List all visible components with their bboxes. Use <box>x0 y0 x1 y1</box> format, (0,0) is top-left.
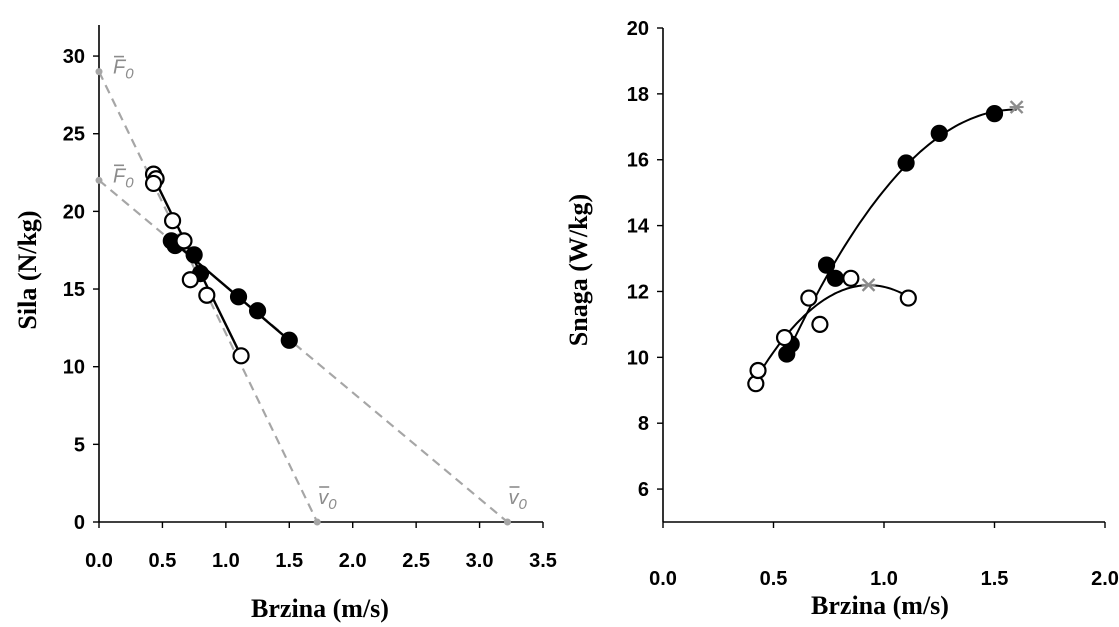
right-y-tick-label: 12 <box>627 281 649 303</box>
right-y-tick-label: 14 <box>627 216 650 238</box>
filled-data-point <box>229 288 248 306</box>
right-y-tick-label: 10 <box>627 347 649 369</box>
left-y-tick-label: 25 <box>63 124 85 146</box>
left-extrapolation-lines <box>95 68 511 526</box>
left-y-tick-label: 0 <box>74 512 85 534</box>
left-x-tick-label: 0.0 <box>85 550 113 572</box>
left-fit-lines <box>152 176 291 357</box>
right-ticks: 0.0 0.5 1.0 1.5 2.0 6 8 10 12 14 16 18 20 <box>627 18 1119 590</box>
open-data-point <box>775 328 794 347</box>
filled-data-point <box>817 256 836 274</box>
filled-data-point <box>248 302 267 320</box>
left-y-tick-label: 10 <box>63 357 85 379</box>
f0-label: F0 <box>113 165 134 191</box>
open-data-point <box>175 232 193 250</box>
left-annotations: F0 F0 v0 v0 <box>113 55 527 513</box>
left-y-tick-label: 5 <box>74 434 85 456</box>
open-data-point <box>232 347 250 365</box>
filled-data-point <box>897 154 915 172</box>
filled-data-point <box>985 105 1004 123</box>
v0-label: v0 <box>508 487 527 513</box>
left-ticks: 0.0 0.5 1.0 1.5 2.0 2.5 3.0 3.5 0 5 10 15 20 25 30 <box>63 46 557 572</box>
open-data-point <box>842 269 860 287</box>
right-y-tick-label: 16 <box>627 150 649 172</box>
f0-label: F0 <box>113 57 134 83</box>
right-y-tick-label: 8 <box>638 413 649 435</box>
v0-label: v0 <box>318 487 337 513</box>
left-x-tick-label: 0.5 <box>149 550 177 572</box>
extrapolation-line <box>98 71 319 523</box>
left-x-tick-label: 2.0 <box>339 550 367 572</box>
left-y-tick-label: 30 <box>63 46 85 68</box>
right-x-tick-label: 0.0 <box>649 568 677 590</box>
intercept-dot <box>95 68 103 76</box>
left-x-tick-label: 1.5 <box>275 550 303 572</box>
intercept-dot <box>95 176 103 184</box>
filled-data-point <box>930 124 948 142</box>
open-data-point <box>811 315 829 333</box>
filled-data-point <box>826 269 844 287</box>
right-peak-markers <box>861 100 1024 292</box>
right-x-tick-label: 2.0 <box>1091 568 1119 590</box>
intercept-dot <box>503 518 511 526</box>
intercept-dot <box>313 518 321 526</box>
right-x-axis-title: Brzina (m/s) <box>811 591 949 620</box>
extrapolation-line <box>98 179 509 523</box>
left-x-axis-title: Brzina (m/s) <box>251 594 389 623</box>
open-data-point <box>749 361 767 380</box>
open-data-point <box>144 174 163 193</box>
left-x-tick-label: 3.0 <box>466 550 494 572</box>
right-y-tick-label: 6 <box>638 479 649 501</box>
left-y-tick-label: 20 <box>63 201 85 223</box>
right-x-tick-label: 1.0 <box>870 568 898 590</box>
filled-data-point <box>280 331 298 349</box>
left-y-tick-label: 15 <box>63 279 85 301</box>
filled-data-point <box>185 246 203 264</box>
open-data-point <box>181 271 199 289</box>
open-data-point <box>163 212 182 230</box>
open-data-point <box>198 286 216 304</box>
right-y-tick-label: 18 <box>627 84 649 106</box>
left-x-tick-label: 3.5 <box>529 550 557 572</box>
left-x-tick-label: 1.0 <box>212 550 240 572</box>
left-y-axis-title: Sila (N/kg) <box>13 210 42 329</box>
right-x-tick-label: 0.5 <box>760 568 788 590</box>
right-y-axis-title: Snaga (W/kg) <box>564 194 593 346</box>
left-x-tick-label: 2.5 <box>402 550 430 572</box>
right-y-tick-label: 20 <box>627 18 649 40</box>
right-data-points <box>747 105 1004 393</box>
open-data-point <box>899 289 917 307</box>
left-data-points <box>144 165 298 365</box>
right-chart: 0.0 0.5 1.0 1.5 2.0 6 8 10 12 14 16 18 20 Brzina (m/… <box>564 18 1119 620</box>
right-x-tick-label: 1.5 <box>981 568 1009 590</box>
open-data-point <box>800 289 818 307</box>
